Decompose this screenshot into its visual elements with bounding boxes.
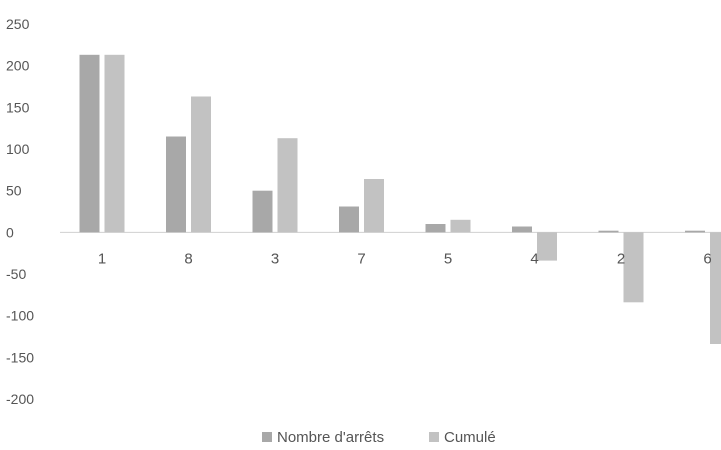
y-tick-label: 150: [6, 99, 30, 115]
bar-nombre-arrets-4: [512, 226, 532, 233]
y-tick-label: 50: [6, 183, 22, 199]
y-tick-label: 200: [6, 58, 30, 74]
bar-cumule-3: [277, 138, 298, 233]
x-category-label: 2: [617, 250, 625, 267]
bar-nombre-arrets-1: [79, 54, 100, 233]
bar-cumule-2: [623, 232, 644, 303]
bars: [79, 54, 721, 344]
bar-cumule-1: [104, 54, 125, 233]
legend-label-nombre: Nombre d'arrêts: [277, 429, 384, 446]
legend-swatch-cumule: [429, 432, 439, 442]
bar-nombre-arrets-6: [685, 230, 705, 233]
bar-cumule-6: [710, 232, 721, 344]
bar-cumule-4: [537, 232, 557, 261]
y-tick-label: -200: [6, 391, 34, 407]
x-category-label: 7: [357, 250, 365, 267]
y-tick-label: 100: [6, 141, 30, 157]
y-tick-label: -150: [6, 349, 34, 365]
bar-nombre-arrets-7: [339, 206, 359, 233]
bar-nombre-arrets-5: [425, 224, 446, 233]
x-category-label: 5: [444, 250, 452, 267]
legend-label-cumule: Cumulé: [444, 429, 496, 446]
y-tick-label: 0: [6, 224, 14, 240]
legend: Nombre d'arrêts Cumulé: [262, 429, 496, 446]
x-category-label: 1: [98, 250, 106, 267]
bar-nombre-arrets-2: [598, 230, 619, 233]
bar-cumule-5: [450, 219, 471, 233]
bar-cumule-8: [191, 96, 211, 233]
x-category-label: 3: [271, 250, 279, 267]
bar-nombre-arrets-3: [252, 190, 273, 233]
x-category-label: 4: [530, 250, 538, 267]
x-category-label: 6: [703, 250, 711, 267]
legend-swatch-nombre: [262, 432, 272, 442]
y-axis-ticks: 250 200 150 100 50 0 -50 -100 -150 -200: [6, 16, 34, 407]
y-tick-label: -50: [6, 266, 26, 282]
x-category-label: 8: [184, 250, 192, 267]
bar-cumule-7: [364, 179, 384, 233]
x-axis-categories: 1 8 3 7 5 4 2 6: [98, 250, 712, 267]
bar-nombre-arrets-8: [166, 136, 186, 233]
y-tick-label: 250: [6, 16, 30, 32]
y-tick-label: -100: [6, 308, 34, 324]
